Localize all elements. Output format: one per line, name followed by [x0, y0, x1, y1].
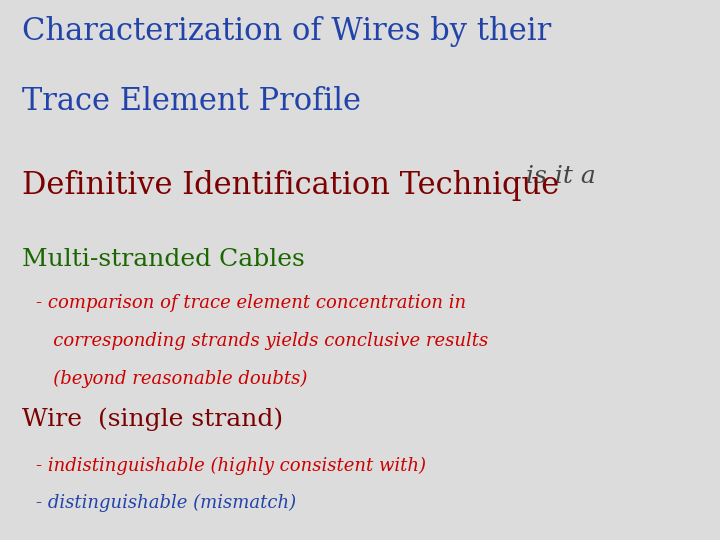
Text: Wire  (single strand): Wire (single strand)	[22, 408, 283, 431]
Text: - distinguishable (mismatch): - distinguishable (mismatch)	[36, 494, 296, 512]
Text: Definitive Identification Technique: Definitive Identification Technique	[22, 170, 559, 201]
Text: Trace Element Profile: Trace Element Profile	[22, 86, 361, 117]
Text: corresponding strands yields conclusive results: corresponding strands yields conclusive …	[36, 332, 488, 350]
Text: Characterization of Wires by their: Characterization of Wires by their	[22, 16, 551, 47]
Text: (beyond reasonable doubts): (beyond reasonable doubts)	[36, 370, 307, 388]
Text: is it a: is it a	[526, 165, 595, 188]
Text: Multi-stranded Cables: Multi-stranded Cables	[22, 248, 305, 272]
Text: - indistinguishable (highly consistent with): - indistinguishable (highly consistent w…	[36, 456, 426, 475]
Text: - comparison of trace element concentration in: - comparison of trace element concentrat…	[36, 294, 466, 312]
